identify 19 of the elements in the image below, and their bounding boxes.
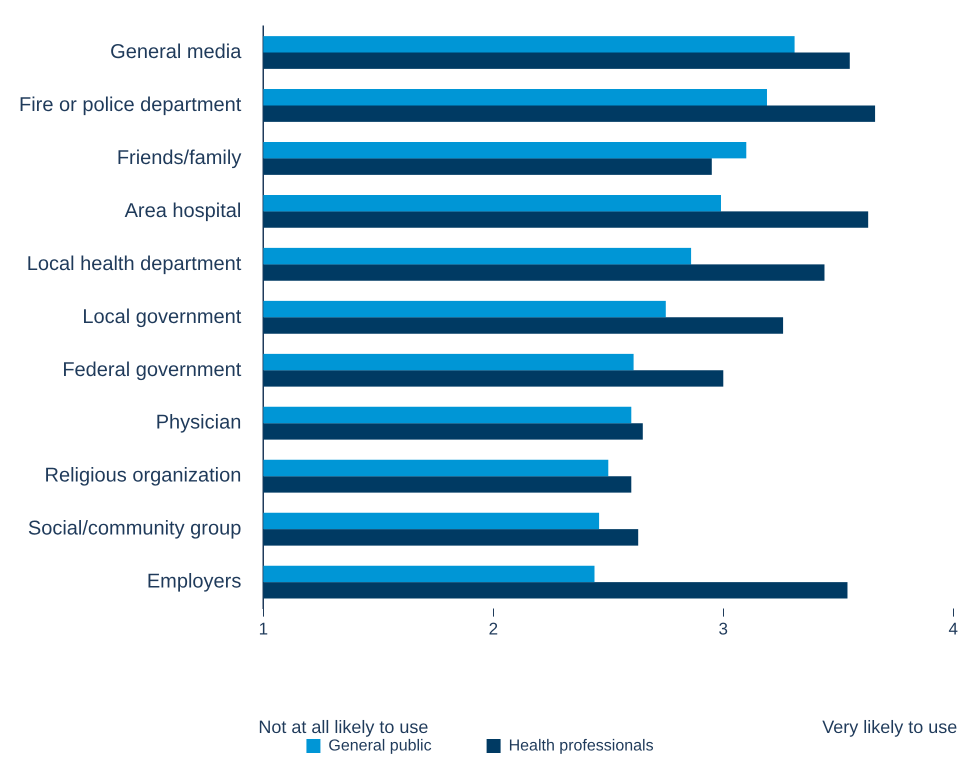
y-tick-label: Religious organization — [44, 464, 242, 487]
y-tick-label: Local government — [82, 306, 242, 328]
text: Very likely to use — [822, 716, 958, 737]
legend-label: Health professionals — [508, 737, 654, 754]
x-tick-label: 3 — [718, 619, 728, 638]
x-tick-label: 4 — [948, 619, 958, 638]
y-tick-label: Employers — [146, 570, 242, 593]
y-tick-label: Friends/family — [116, 146, 242, 169]
y-tick-label: General media — [110, 40, 242, 63]
x-tick-label: 1 — [258, 619, 268, 638]
y-tick-label: Federal government — [62, 358, 242, 381]
legend-label: General public — [328, 737, 432, 754]
y-tick-label: Social/community group — [28, 518, 242, 540]
y-tick-label: Area hospital — [124, 200, 242, 222]
y-tick-label: Local health department — [26, 252, 242, 275]
y-tick-label: Physician — [156, 412, 242, 434]
x-tick-label: 2 — [488, 619, 498, 638]
text: Not at all likely to use — [258, 716, 428, 737]
y-tick-label: Fire or police department — [18, 94, 242, 116]
